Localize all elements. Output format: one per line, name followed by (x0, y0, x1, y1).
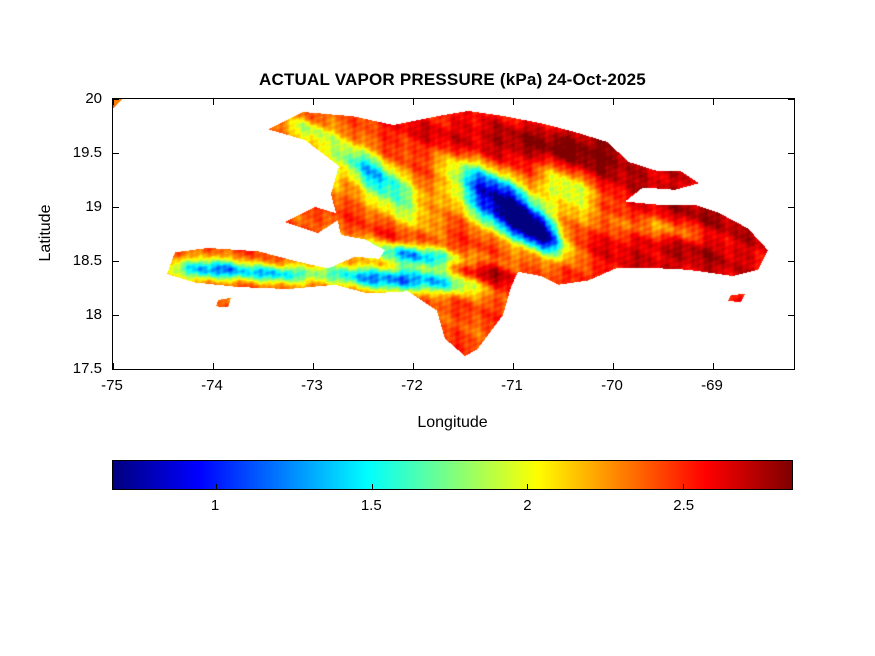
x-tick-mark (713, 363, 714, 369)
x-tick-mark (413, 99, 414, 105)
y-tick-label: 19.5 (72, 144, 102, 161)
colorbar-tick-label: 1 (210, 497, 220, 514)
colorbar-tick-mark (682, 484, 684, 489)
colorbar-tick-label: 2 (523, 497, 532, 514)
x-tick-mark (313, 99, 314, 105)
x-tick-label: -75 (101, 377, 123, 394)
x-tick-mark (713, 99, 714, 105)
y-tick-label: 17.5 (72, 360, 102, 377)
x-tick-mark (313, 363, 314, 369)
y-tick-label: 20 (85, 90, 102, 107)
x-tick-mark (513, 99, 514, 105)
x-tick-label: -70 (601, 377, 623, 394)
x-tick-label: -73 (301, 377, 323, 394)
x-tick-label: -71 (501, 377, 523, 394)
colorbar-tick-mark (527, 484, 529, 489)
x-tick-label: -69 (701, 377, 723, 394)
x-tick-mark (613, 363, 614, 369)
colorbar-tick-label: 1.5 (360, 497, 382, 514)
y-tick-mark (113, 99, 119, 100)
colorbar-canvas (113, 461, 792, 489)
colorbar (112, 460, 793, 490)
y-tick-mark (788, 153, 794, 154)
y-tick-mark (113, 261, 119, 262)
x-tick-label: -72 (401, 377, 423, 394)
y-tick-mark (788, 207, 794, 208)
y-tick-label: 18.5 (72, 252, 102, 269)
colorbar-tick-label: 2.5 (673, 497, 695, 514)
x-tick-mark (213, 363, 214, 369)
y-tick-mark (788, 369, 794, 370)
x-tick-mark (113, 99, 114, 105)
colorbar-tick-mark (215, 484, 217, 489)
x-tick-mark (413, 363, 414, 369)
map-canvas (113, 99, 794, 369)
y-tick-label: 19 (85, 198, 102, 215)
y-tick-mark (788, 315, 794, 316)
y-tick-mark (113, 369, 119, 370)
y-tick-mark (788, 261, 794, 262)
x-tick-mark (213, 99, 214, 105)
x-tick-mark (613, 99, 614, 105)
y-tick-mark (113, 315, 119, 316)
y-tick-mark (788, 99, 794, 100)
plot-title: ACTUAL VAPOR PRESSURE (kPa) 24-Oct-2025 (259, 70, 646, 89)
x-axis-label: Longitude (417, 414, 488, 431)
x-tick-mark (113, 363, 114, 369)
y-tick-mark (113, 153, 119, 154)
x-tick-label: -74 (201, 377, 223, 394)
y-tick-mark (113, 207, 119, 208)
plot-area (112, 98, 795, 370)
colorbar-tick-mark (371, 484, 373, 489)
x-tick-mark (513, 363, 514, 369)
y-tick-label: 18 (85, 306, 102, 323)
